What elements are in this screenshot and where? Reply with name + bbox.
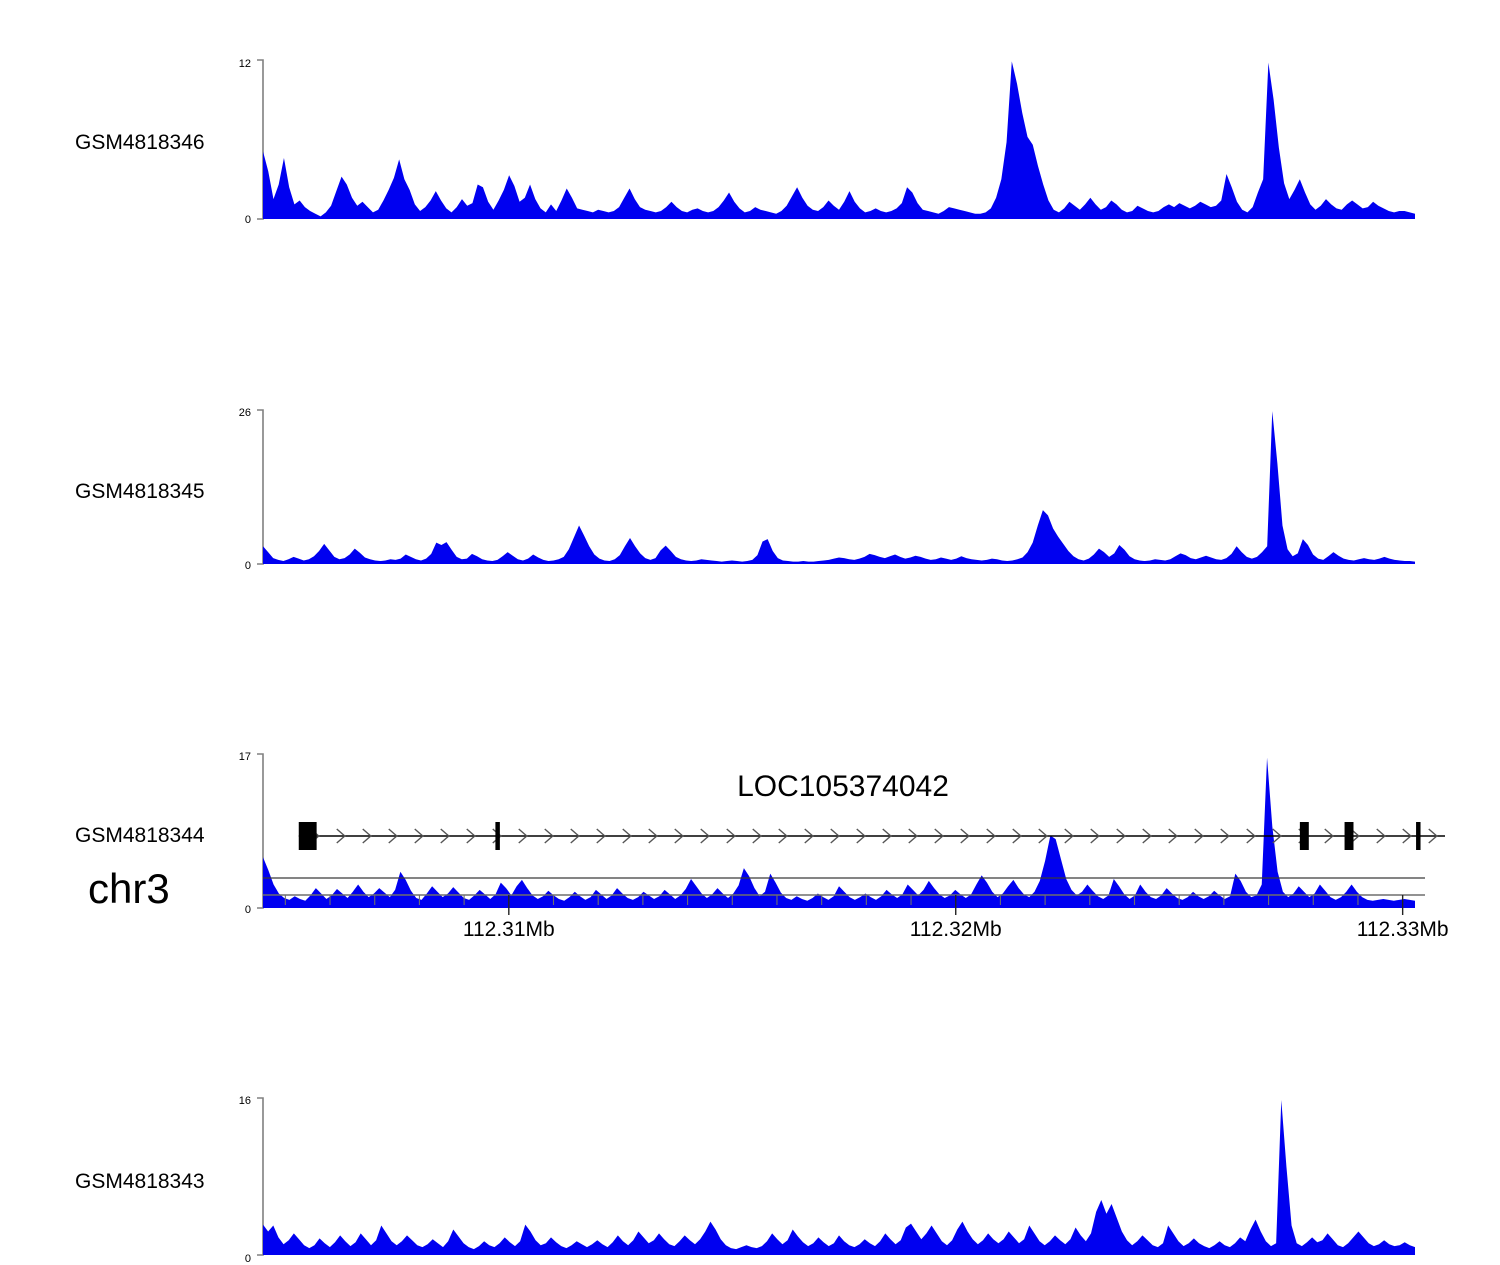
strand-arrow-icon [908,828,918,844]
track-axis-bracket [257,409,264,565]
genome-browser: GSM4818346 12 0 GSM4818345 26 0 GSM48183… [0,28,1500,1265]
track-coverage-svg-0 [257,59,1415,220]
coverage-area [263,757,1415,908]
coverage-area [263,61,1415,219]
strand-arrow-icon [882,828,892,844]
strand-arrow-icon [830,828,840,844]
strand-arrow-icon [544,828,554,844]
strand-arrow-icon [622,828,632,844]
chromosome-label: chr3 [88,865,170,912]
coordinate-ruler[interactable] [255,875,1445,920]
track-axis-min-3: 0 [244,1253,251,1265]
strand-arrow-icon [960,828,970,844]
track-label-3: GSM4818343 [75,1170,205,1193]
strand-arrow-icon [518,828,528,844]
ruler-tick-label: 112.32Mb [909,918,1002,941]
strand-arrow-icon [674,828,684,844]
strand-arrow-icon [1142,828,1152,844]
coverage-track-3[interactable]: GSM4818343 16 0 [0,547,1500,1265]
track-coverage-svg-1 [257,409,1415,565]
strand-arrow-icon [1038,828,1048,844]
strand-arrow-icon [752,828,762,844]
strand-arrow-icon [986,828,996,844]
track-axis-max-3: 16 [238,1095,251,1107]
coverage-track-2[interactable]: GSM4818344 17 0 [0,375,1500,916]
gene-exon-block [298,822,317,850]
track-axis-bracket [257,753,264,909]
strand-arrow-icon [1090,828,1100,844]
strand-arrow-icon [1194,828,1204,844]
strand-arrow-icon [414,828,424,844]
track-axis-min-0: 0 [244,214,251,226]
track-axis-bracket [257,59,264,220]
strand-arrow-icon [1220,828,1230,844]
coverage-track-0[interactable]: GSM4818346 12 0 [0,28,1500,226]
strand-arrow-icon [1246,828,1256,844]
strand-arrow-icon [596,828,606,844]
strand-arrow-icon [1064,828,1074,844]
track-coverage-svg-2 [257,753,1415,909]
coverage-track-1[interactable]: GSM4818345 26 0 [0,203,1500,572]
strand-arrow-icon [1272,828,1282,844]
strand-arrow-icon [804,828,814,844]
strand-arrow-icon [934,828,944,844]
track-axis-bracket [257,1097,264,1256]
ruler-tick-label: 112.33Mb [1356,918,1449,941]
strand-arrow-icon [648,828,658,844]
gene-name-label: LOC105374042 [737,770,949,803]
strand-arrow-icon [1012,828,1022,844]
strand-arrow-icon [1116,828,1126,844]
track-axis-max-0: 12 [238,58,251,70]
strand-arrow-icon [1324,828,1334,844]
strand-arrow-icon [726,828,736,844]
track-label-0: GSM4818346 [75,131,205,154]
strand-arrow-icon [570,828,580,844]
track-axis-max-1: 26 [238,407,251,419]
strand-arrow-icon [1428,828,1438,844]
strand-arrow-icon [362,828,372,844]
strand-arrow-icon [466,828,476,844]
gene-exon-block [1299,822,1309,850]
strand-arrow-icon [1402,828,1412,844]
strand-arrow-icon [388,828,398,844]
gene-exon-block [1416,822,1421,850]
track-axis-max-2: 17 [238,751,251,763]
gene-exon-block [1344,822,1354,850]
track-label-2: GSM4818344 [75,824,205,847]
track-coverage-svg-3 [257,1097,1415,1256]
coverage-area [263,1099,1415,1255]
strand-arrow-icon [440,828,450,844]
ruler-tick-label: 112.31Mb [462,918,555,941]
strand-arrow-icon [778,828,788,844]
strand-arrow-icon [1168,828,1178,844]
coverage-area [263,411,1415,564]
gene-model-track[interactable] [255,815,1445,857]
strand-arrow-icon [336,828,346,844]
gene-exon-block [495,822,500,850]
strand-arrow-icon [1376,828,1386,844]
strand-arrow-icon [700,828,710,844]
strand-arrow-icon [856,828,866,844]
track-axis-min-1: 0 [244,560,251,572]
track-axis-min-2: 0 [244,904,251,916]
track-label-1: GSM4818345 [75,480,205,503]
